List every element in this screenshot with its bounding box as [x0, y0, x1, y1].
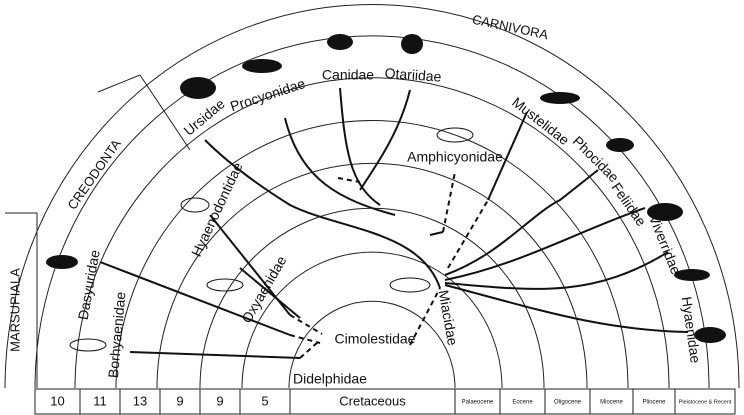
- arc: [241, 251, 503, 389]
- family-label: Amphicyonidae: [407, 149, 503, 165]
- time-cell: 13: [133, 393, 147, 408]
- family-label: Canidae: [322, 67, 374, 83]
- labels: MARSUPIALACREODONTACARNIVORAUrsidaeProcy…: [7, 12, 703, 387]
- branches: [99, 87, 689, 359]
- arc: [4, 3, 740, 389]
- time-arcs: [4, 3, 740, 389]
- family-label: Viverridae: [646, 212, 684, 276]
- time-cell: Eocene: [512, 400, 533, 406]
- time-cell: Oligocene: [554, 400, 582, 406]
- family-label: Didelphidae: [293, 371, 367, 387]
- time-cell: 11: [93, 393, 107, 408]
- separators: [5, 74, 191, 388]
- time-cell: Pleistocene & Recent: [679, 399, 732, 405]
- arc: [288, 300, 456, 389]
- time-scale: 10 11 13 9 9 5 Cretaceous Palaeocene Eocene Oligo…: [34, 388, 736, 415]
- family-label: Borhyaenidae: [105, 291, 128, 379]
- arc: [34, 35, 710, 389]
- time-cell: 5: [261, 393, 268, 408]
- group-label: CARNIVORA: [471, 12, 550, 43]
- arc: [74, 77, 670, 389]
- time-cell: 10: [50, 393, 64, 408]
- time-cell: Miocene: [600, 400, 623, 406]
- family-label: Otariidae: [384, 65, 442, 85]
- time-cell: Palaeocene: [462, 400, 494, 406]
- silhouettes: [46, 34, 726, 352]
- time-cell: Cretaceous: [339, 393, 406, 408]
- arc: [115, 119, 629, 389]
- time-cell: 9: [176, 393, 183, 408]
- family-label: Dasyuridae: [75, 248, 103, 321]
- family-label: Cimolestidae: [335, 331, 416, 347]
- family-label: Procyonidae: [228, 75, 307, 114]
- family-label: Miacidae: [436, 289, 462, 347]
- time-cell: Pliocene: [642, 400, 666, 406]
- time-cell: 9: [216, 393, 223, 408]
- strip-frame: [34, 388, 736, 415]
- family-label: Feliidae: [608, 180, 649, 230]
- arc: [156, 162, 588, 389]
- group-label: CREODONTA: [64, 136, 124, 212]
- family-label: Oxyaenidae: [238, 253, 289, 326]
- group-label: MARSUPIALA: [7, 268, 22, 352]
